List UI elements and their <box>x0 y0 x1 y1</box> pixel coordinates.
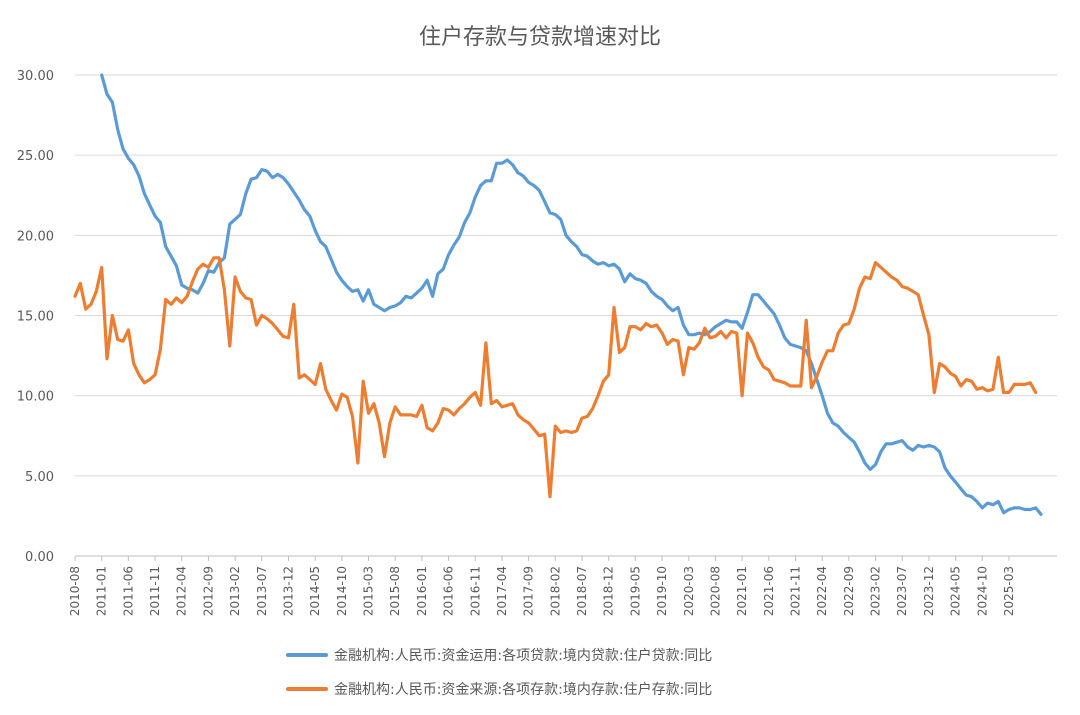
x-tick-label: 2013-02 <box>228 566 242 616</box>
x-tick-label: 2014-05 <box>308 566 322 616</box>
legend-label-1: 金融机构:人民币:资金运用:各项贷款:境内贷款:住户贷款:同比 <box>334 647 712 664</box>
x-tick-label: 2019-10 <box>655 566 669 616</box>
x-tick-label: 2021-01 <box>735 566 749 616</box>
y-tick-label: 5.00 <box>25 470 54 485</box>
x-tick-label: 2010-08 <box>68 566 82 616</box>
x-tick-label: 2011-01 <box>95 566 109 616</box>
x-tick-label: 2018-07 <box>575 566 589 616</box>
y-tick-label: 30.00 <box>17 69 54 84</box>
x-tick-label: 2014-10 <box>335 566 349 616</box>
series-lines <box>73 73 1043 516</box>
x-tick-label: 2020-03 <box>682 566 696 616</box>
x-tick-label: 2018-12 <box>602 566 616 616</box>
x-tick-label: 2022-09 <box>842 566 856 616</box>
x-tick-label: 2011-11 <box>148 566 162 616</box>
x-tick-label: 2023-12 <box>922 566 936 616</box>
x-tick-label: 2013-12 <box>281 566 295 616</box>
chart-title: 住户存款与贷款增速对比 <box>419 25 661 50</box>
x-tick-label: 2022-04 <box>815 566 829 616</box>
x-tick-label: 2023-02 <box>869 566 883 616</box>
x-tick-label: 2019-05 <box>628 566 642 616</box>
x-tick-label: 2012-04 <box>175 566 189 616</box>
x-tick-label: 2018-02 <box>548 566 562 616</box>
x-tick-label: 2021-11 <box>788 566 802 616</box>
x-tick-label: 2024-05 <box>949 566 963 616</box>
x-tick-label: 2020-08 <box>708 566 722 616</box>
x-tick-label: 2017-04 <box>495 566 509 616</box>
y-tick-label: 20.00 <box>17 229 54 244</box>
x-tick-label: 2011-06 <box>121 566 135 616</box>
x-tick-label: 2015-03 <box>362 566 376 616</box>
x-axis: 2010-08 2011-01 2011-06 2011-11 2012-04 2012-… <box>68 556 1016 616</box>
x-tick-label: 2013-07 <box>255 566 269 616</box>
x-tick-label: 2015-08 <box>388 566 402 616</box>
x-tick-label: 2021-06 <box>762 566 776 616</box>
x-tick-label: 2023-07 <box>895 566 909 616</box>
y-tick-label: 10.00 <box>17 390 54 405</box>
series-line-2 <box>73 256 1038 499</box>
y-tick-label: 0.00 <box>25 550 54 565</box>
legend: 金融机构:人民币:资金运用:各项贷款:境内贷款:住户贷款:同比金融机构:人民币:… <box>286 647 712 698</box>
x-tick-label: 2012-09 <box>201 566 215 616</box>
series-line-1 <box>100 73 1043 516</box>
y-tick-label: 15.00 <box>17 310 54 325</box>
gridlines <box>75 74 1057 557</box>
y-tick-label: 25.00 <box>17 149 54 164</box>
x-tick-label: 2024-10 <box>975 566 989 616</box>
x-tick-label: 2017-09 <box>522 566 536 616</box>
x-tick-label: 2016-11 <box>468 566 482 616</box>
x-tick-label: 2016-06 <box>442 566 456 616</box>
x-tick-label: 2016-01 <box>415 566 429 616</box>
x-tick-label: 2025-03 <box>1002 566 1016 616</box>
legend-label-2: 金融机构:人民币:资金来源:各项存款:境内存款:住户存款:同比 <box>334 681 712 698</box>
y-axis: 0.00 5.00 10.00 15.00 20.00 25.00 30.00 <box>17 69 54 565</box>
